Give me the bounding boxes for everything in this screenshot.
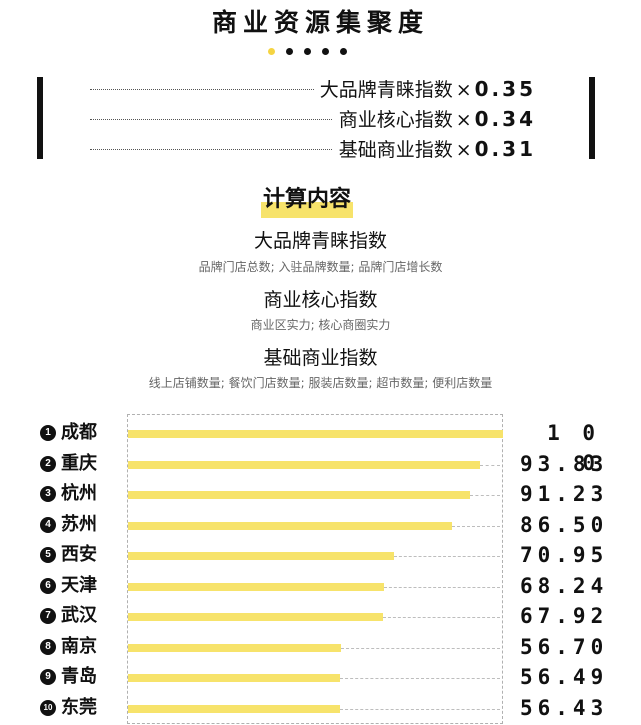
data-label: 56.43 bbox=[520, 695, 609, 720]
rank-badge: 2 bbox=[40, 455, 56, 472]
bar-remainder-guide bbox=[470, 495, 500, 496]
bar-remainder-guide bbox=[339, 678, 500, 679]
index-name: 基础商业指数 bbox=[338, 139, 453, 161]
calc-item-name: 大品牌青睐指数 bbox=[253, 230, 387, 252]
page-dot[interactable] bbox=[322, 48, 329, 55]
data-label: 93.83 bbox=[520, 451, 609, 476]
calc-item-desc: 商业区实力; 核心商圈实力 bbox=[250, 318, 391, 332]
category-label: 东莞 bbox=[61, 696, 97, 718]
page-dot[interactable] bbox=[340, 48, 347, 55]
bar bbox=[128, 460, 480, 469]
bar bbox=[128, 613, 383, 621]
index-weight: 0.35 bbox=[474, 77, 536, 101]
bar bbox=[128, 491, 471, 499]
category-label: 武汉 bbox=[61, 605, 97, 626]
page-dot[interactable] bbox=[286, 48, 293, 55]
rank-badge: 7 bbox=[40, 608, 56, 624]
bar-remainder-guide bbox=[394, 556, 500, 557]
bar bbox=[128, 674, 340, 682]
dotted-leader bbox=[90, 89, 536, 90]
rank-badge: 5 bbox=[40, 547, 56, 563]
calc-section-title: 计算内容 bbox=[261, 182, 354, 218]
index-name: 商业核心指数 bbox=[338, 109, 453, 131]
category-label: 重庆 bbox=[61, 452, 97, 474]
bar-remainder-guide bbox=[383, 586, 500, 588]
bar-remainder-guide bbox=[452, 525, 500, 527]
chart-row: 8 南京 56.70 bbox=[0, 632, 641, 662]
category-label: 天津 bbox=[61, 574, 97, 596]
bar bbox=[128, 552, 395, 560]
rank-badge: 1 bbox=[40, 425, 56, 441]
category-label: 南京 bbox=[61, 635, 97, 657]
bar bbox=[128, 643, 341, 652]
rank-badge: 9 bbox=[40, 669, 56, 685]
chart-row: 10 东莞 56.43 bbox=[0, 693, 641, 723]
category-label: 苏州 bbox=[61, 513, 97, 535]
calc-item-name: 基础商业指数 bbox=[263, 347, 378, 369]
chart-row: 2 重庆 93.83 bbox=[0, 449, 641, 479]
index-weight: 0.34 bbox=[474, 107, 536, 131]
rank-badge: 3 bbox=[40, 486, 56, 502]
left-bracket-bar bbox=[37, 77, 43, 159]
bar bbox=[128, 582, 384, 591]
index-weight-row: 基础商业指数 × 0.31 bbox=[90, 135, 536, 164]
data-label: 56.49 bbox=[520, 665, 609, 689]
bar bbox=[128, 430, 503, 438]
chart-row: 5 西安 70.95 bbox=[0, 540, 641, 570]
data-label: 86.50 bbox=[520, 512, 609, 537]
chart-row: 4 苏州 86.50 bbox=[0, 510, 641, 540]
data-label: 70.95 bbox=[520, 543, 609, 567]
rank-badge: 6 bbox=[40, 577, 56, 594]
bar bbox=[128, 704, 340, 713]
data-label: 91.23 bbox=[520, 482, 609, 506]
multiply-sign: × bbox=[455, 79, 472, 101]
bar bbox=[128, 521, 453, 530]
dotted-leader bbox=[90, 119, 536, 120]
data-label: 56.70 bbox=[520, 634, 609, 659]
dotted-leader bbox=[90, 149, 536, 150]
chart-row: 6 天津 68.24 bbox=[0, 571, 641, 601]
data-label: 67.92 bbox=[520, 604, 609, 628]
data-label: 1 0 0 bbox=[547, 421, 600, 475]
bar-remainder-guide bbox=[339, 708, 500, 710]
category-label: 成都 bbox=[61, 422, 97, 443]
multiply-sign: × bbox=[455, 139, 472, 161]
chart-row: 9 青岛 56.49 bbox=[0, 662, 641, 692]
calc-item-desc: 线上店铺数量; 餐饮门店数量; 服装店数量; 超市数量; 便利店数量 bbox=[148, 376, 493, 390]
rank-badge: 10 bbox=[40, 699, 56, 716]
chart-row: 7 武汉 67.92 bbox=[0, 601, 641, 631]
multiply-sign: × bbox=[455, 109, 472, 131]
right-bracket-bar bbox=[589, 77, 595, 159]
page-dot-active[interactable] bbox=[268, 48, 275, 55]
category-label: 杭州 bbox=[61, 483, 97, 504]
page-title: 商业资源集聚度 bbox=[211, 8, 429, 37]
page-dot[interactable] bbox=[304, 48, 311, 55]
calc-item-desc: 品牌门店总数; 入驻品牌数量; 品牌门店增长数 bbox=[198, 260, 443, 274]
calc-item-name: 商业核心指数 bbox=[263, 289, 378, 311]
bar-remainder-guide bbox=[340, 647, 500, 649]
rank-badge: 8 bbox=[40, 638, 56, 655]
bar-remainder-guide bbox=[479, 464, 500, 466]
data-label: 68.24 bbox=[520, 573, 609, 598]
chart-row: 3 杭州 91.23 bbox=[0, 479, 641, 509]
index-name: 大品牌青睐指数 bbox=[319, 79, 453, 101]
index-weight-row: 大品牌青睐指数 × 0.35 bbox=[90, 75, 536, 104]
chart-row: 1 成都 1 0 0 bbox=[0, 418, 641, 475]
category-label: 青岛 bbox=[61, 666, 97, 687]
category-label: 西安 bbox=[61, 544, 97, 565]
plot-area-frame bbox=[127, 414, 503, 724]
index-weight: 0.31 bbox=[474, 137, 536, 161]
rank-badge: 4 bbox=[40, 516, 56, 533]
index-weight-row: 商业核心指数 × 0.34 bbox=[90, 105, 536, 134]
bar-remainder-guide bbox=[382, 617, 500, 618]
